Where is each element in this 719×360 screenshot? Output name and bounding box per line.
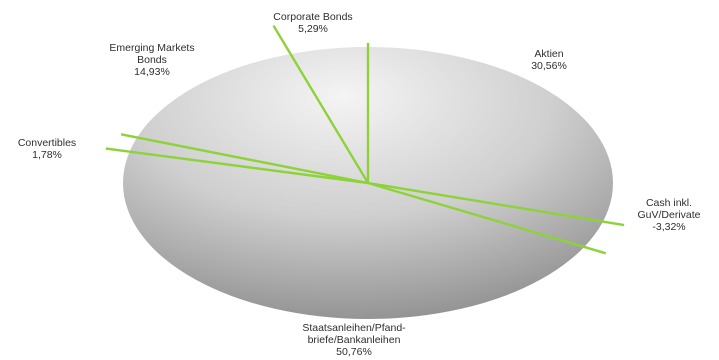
slice-name-staatsanleihen-line2: briefe/Bankanleihen xyxy=(307,334,401,346)
slice-value-corporate-bonds: 5,29% xyxy=(298,23,328,35)
slice-label-emerging-markets-bonds: Emerging Markets Bonds 14,93% xyxy=(109,42,194,78)
slice-label-cash-derivate: Cash inkl. GuV/Derivate -3,32% xyxy=(637,197,700,233)
slice-label-aktien: Aktien 30,56% xyxy=(531,48,567,72)
slice-name-convertibles: Convertibles xyxy=(17,137,77,149)
slice-name-aktien: Aktien xyxy=(534,48,564,60)
slice-value-convertibles: 1,78% xyxy=(32,149,62,161)
separator-convertibles-staatsanleihen xyxy=(105,147,369,185)
slice-value-emerging-markets-bonds: 14,93% xyxy=(134,66,170,78)
slice-name-staatsanleihen-line1: Staatsanleihen/Pfand- xyxy=(302,322,406,334)
slice-label-staatsanleihen: Staatsanleihen/Pfand- briefe/Bankanleihe… xyxy=(302,322,405,358)
slice-name-emerging-markets-line2: Bonds xyxy=(137,54,167,66)
slice-name-emerging-markets-line1: Emerging Markets xyxy=(109,42,195,54)
separator-aktien-cash xyxy=(367,181,625,227)
slice-label-corporate-bonds: Corporate Bonds 5,29% xyxy=(273,11,352,35)
slice-name-cash-line2: GuV/Derivate xyxy=(637,209,701,221)
slice-value-staatsanleihen: 50,76% xyxy=(336,346,372,358)
slice-value-cash-derivate: -3,32% xyxy=(652,221,686,233)
slice-value-aktien: 30,56% xyxy=(531,60,567,72)
slice-name-cash-line1: Cash inkl. xyxy=(645,197,693,209)
separator-cash-staatsanleihen xyxy=(367,181,607,255)
slice-separators xyxy=(105,24,625,255)
slice-name-corporate-bonds: Corporate Bonds xyxy=(273,11,353,23)
separator-emerging-convertibles xyxy=(120,133,369,185)
separator-corporate-emerging xyxy=(272,24,370,184)
slice-label-convertibles: Convertibles 1,78% xyxy=(18,137,76,161)
